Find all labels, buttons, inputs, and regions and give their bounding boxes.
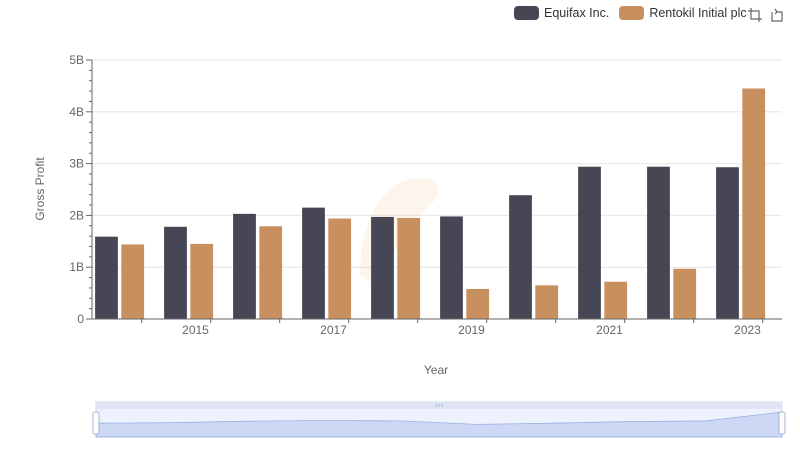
zoom-preview-area bbox=[95, 411, 783, 438]
grid-lines bbox=[92, 59, 782, 268]
bar-equifax-2015[interactable] bbox=[164, 226, 187, 319]
zoom-grip-icon[interactable] bbox=[435, 404, 443, 407]
zoom-handle-right[interactable] bbox=[778, 411, 786, 435]
bar-rentokil-2015[interactable] bbox=[190, 243, 214, 319]
bar-equifax-2017[interactable] bbox=[302, 207, 325, 319]
y-tick-label: 3B bbox=[69, 157, 84, 171]
bar-rentokil-2022[interactable] bbox=[673, 268, 697, 319]
bar-equifax-2014[interactable] bbox=[95, 236, 118, 319]
legend-item-rentokil[interactable]: Rentokil Initial plc bbox=[619, 6, 747, 20]
bar-rentokil-2014[interactable] bbox=[121, 244, 145, 319]
restore-icon[interactable] bbox=[768, 6, 786, 24]
bar-rentokil-2016[interactable] bbox=[259, 226, 283, 319]
bar-equifax-2019[interactable] bbox=[440, 216, 463, 319]
zoom-handle-left[interactable] bbox=[92, 411, 100, 435]
legend-label-equifax: Equifax Inc. bbox=[544, 6, 610, 20]
bar-rentokil-2020[interactable] bbox=[535, 285, 559, 319]
legend-swatch-rentokil bbox=[619, 6, 645, 20]
x-tick-label: 2023 bbox=[734, 323, 761, 337]
bar-equifax-2021[interactable] bbox=[578, 166, 601, 319]
x-tick-label: 2015 bbox=[182, 323, 209, 337]
data-zoom-slider[interactable] bbox=[92, 401, 786, 438]
bar-rentokil-2018[interactable] bbox=[397, 217, 421, 319]
bar-equifax-2018[interactable] bbox=[371, 216, 394, 319]
legend-item-equifax[interactable]: Equifax Inc. bbox=[514, 6, 609, 20]
axes-group: 0 1B 2B 3B 4B 5B 2015 2017 2019 2021 2023 bbox=[69, 53, 782, 337]
y-tick-label: 0 bbox=[77, 312, 84, 326]
bar-rentokil-2017[interactable] bbox=[328, 218, 352, 319]
zoom-icon[interactable] bbox=[746, 6, 764, 24]
y-tick-label: 4B bbox=[69, 105, 84, 119]
bar-rentokil-2021[interactable] bbox=[604, 281, 628, 319]
bar-equifax-2020[interactable] bbox=[509, 195, 532, 319]
x-tick-label: 2019 bbox=[458, 323, 485, 337]
bar-equifax-2016[interactable] bbox=[233, 213, 256, 319]
legend: Equifax Inc. Rentokil Initial plc bbox=[514, 4, 757, 22]
bar-rentokil-2019[interactable] bbox=[466, 288, 490, 319]
x-tick-label: 2021 bbox=[596, 323, 623, 337]
bars-group bbox=[95, 88, 766, 320]
legend-label-rentokil: Rentokil Initial plc bbox=[649, 6, 747, 20]
legend-swatch-equifax bbox=[514, 6, 539, 20]
y-tick-label: 1B bbox=[69, 260, 84, 274]
y-tick-label: 2B bbox=[69, 208, 84, 222]
bar-rentokil-2023[interactable] bbox=[742, 88, 766, 320]
x-tick-label: 2017 bbox=[320, 323, 347, 337]
y-tick-label: 5B bbox=[69, 53, 84, 67]
zoom-selected-range[interactable] bbox=[96, 409, 782, 437]
bar-equifax-2022[interactable] bbox=[647, 166, 670, 319]
x-axis-label: Year bbox=[424, 363, 448, 377]
toolbox bbox=[746, 6, 790, 24]
bar-equifax-2023[interactable] bbox=[716, 167, 739, 319]
y-axis-label: Gross Profit bbox=[33, 157, 47, 221]
